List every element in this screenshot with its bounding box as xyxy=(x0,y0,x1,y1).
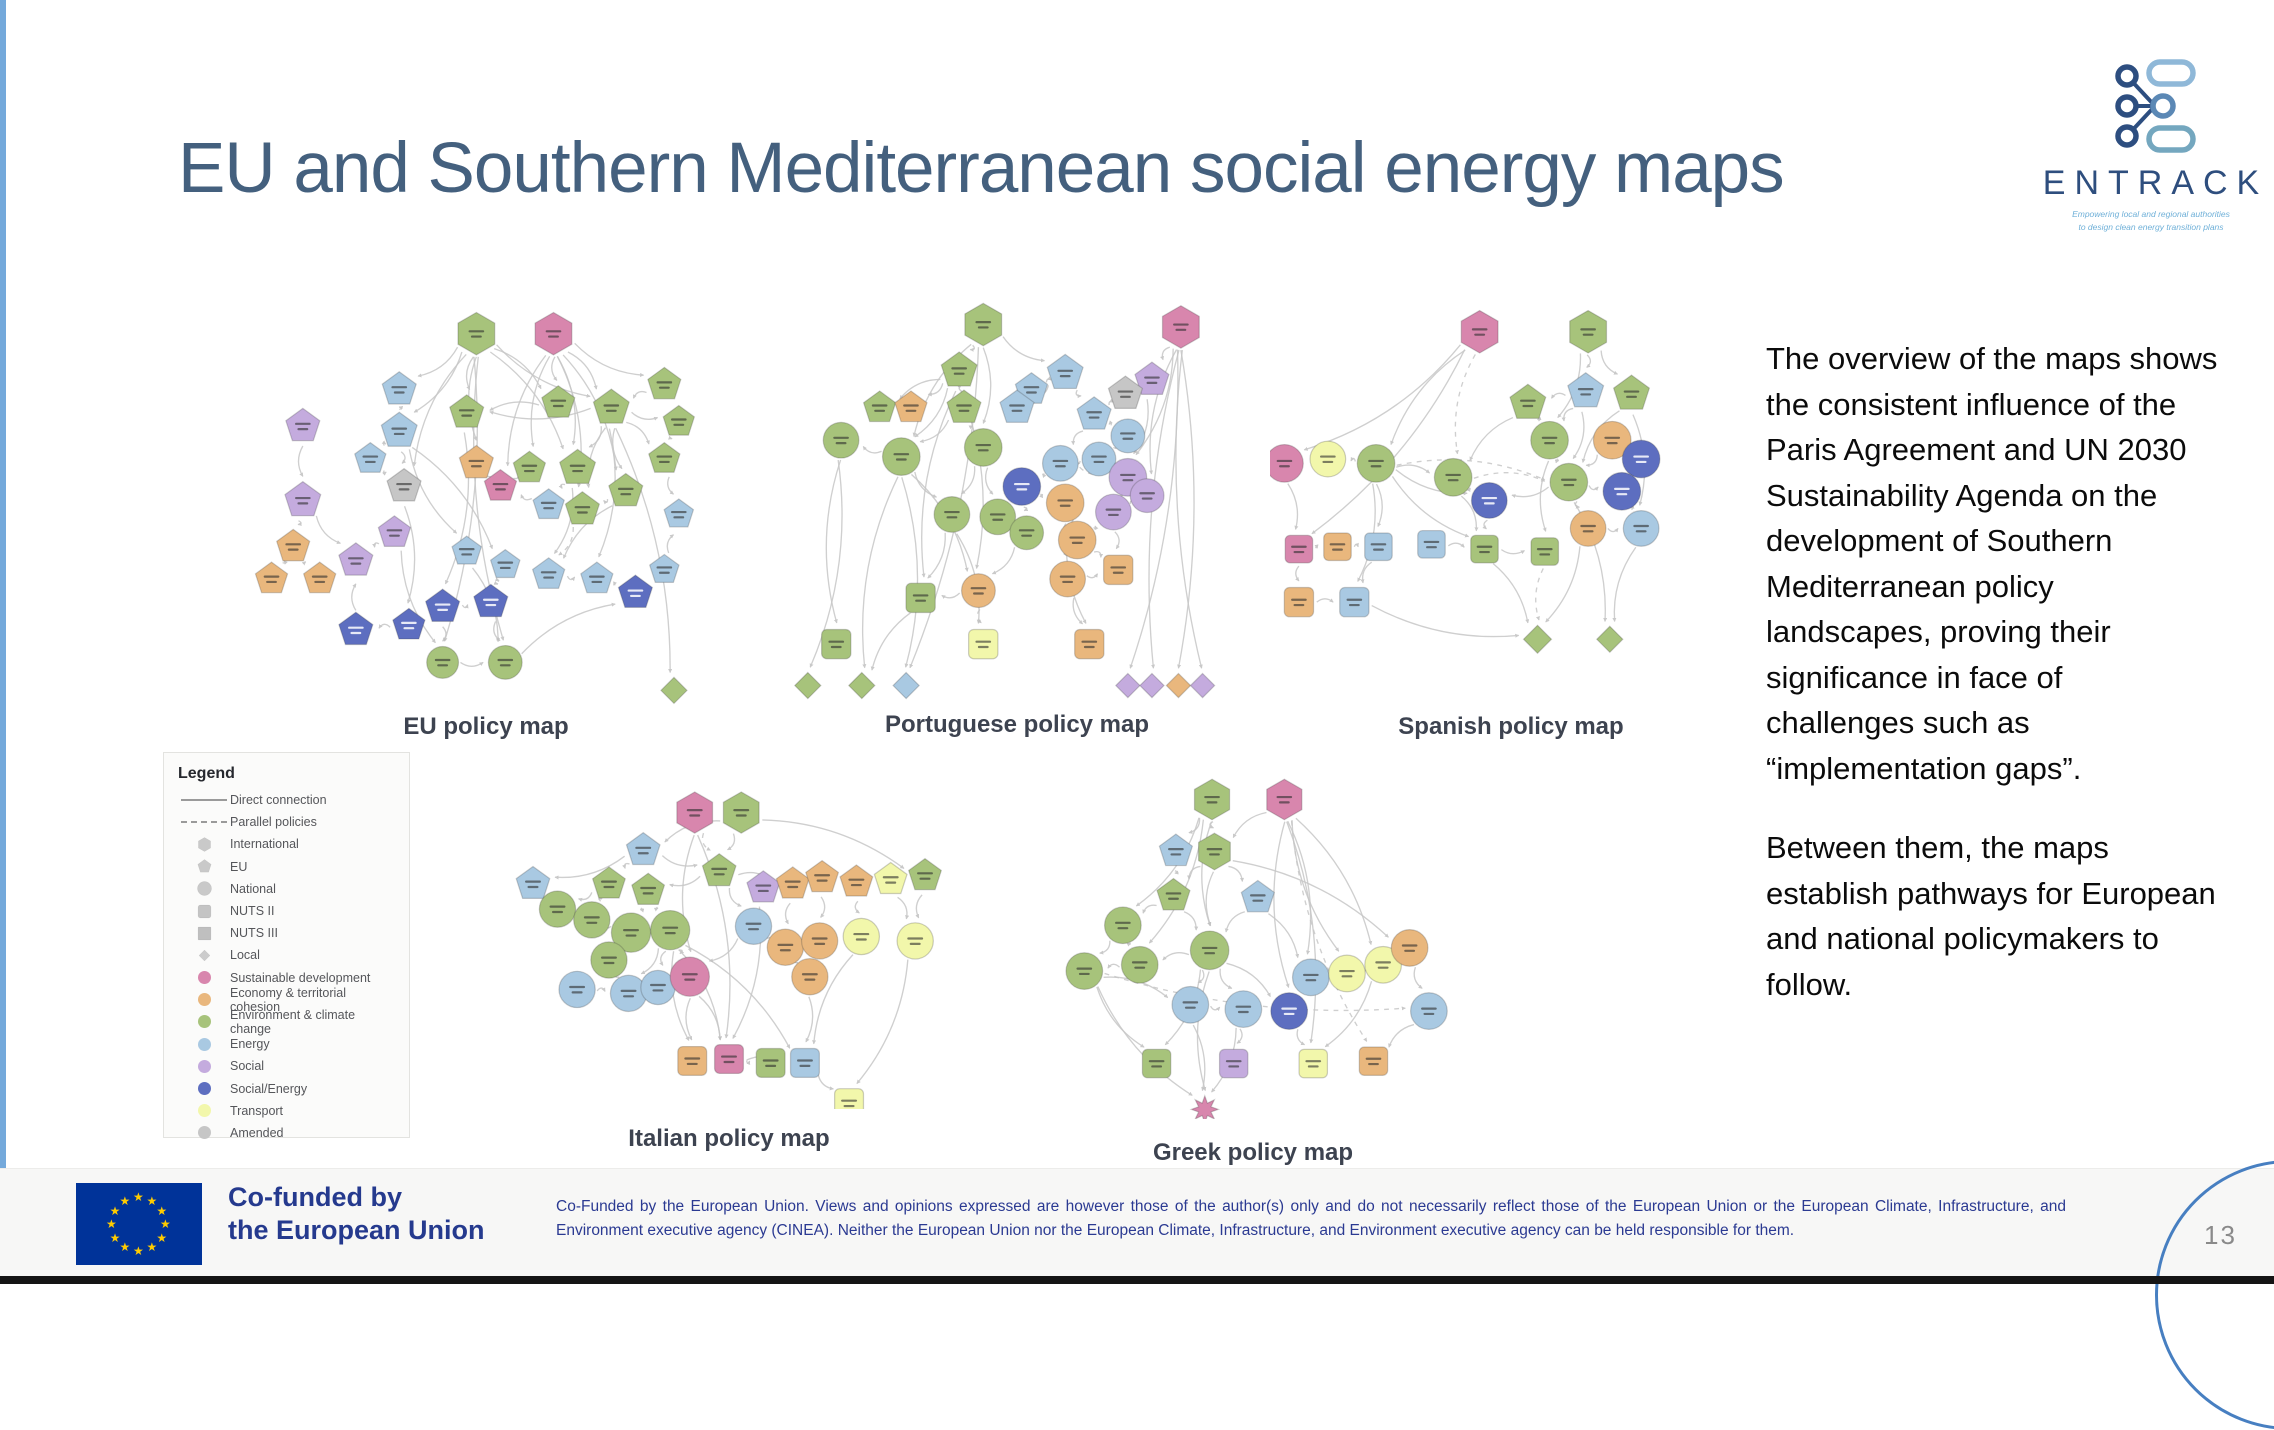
es-policy-map: Spanish policy map xyxy=(1270,292,1752,741)
eu-flag-star: ★ xyxy=(133,1191,144,1203)
legend-item-parallel-policies: Parallel policies xyxy=(178,811,399,833)
legend-item-direct-connection-label: Direct connection xyxy=(230,793,327,807)
pt-map-caption: Portuguese policy map xyxy=(776,711,1258,739)
legend-item-national-swatch xyxy=(178,880,230,897)
legend-item-social-energy: Social/Energy xyxy=(178,1077,399,1099)
eu-policy-map: EU policy map xyxy=(245,292,727,741)
gr-policy-map-graph xyxy=(1012,772,1494,1119)
eu-flag-star: ★ xyxy=(156,1232,167,1244)
legend-item-energy-swatch xyxy=(178,1038,230,1051)
entrack-logo-icon xyxy=(2103,58,2199,158)
page-number: 13 xyxy=(2204,1220,2237,1251)
legend-item-local: Local xyxy=(178,944,399,966)
legend-item-nuts-iii-swatch xyxy=(178,925,230,942)
legend-item-social-energy-label: Social/Energy xyxy=(230,1082,307,1096)
legend-item-international-swatch xyxy=(178,836,230,853)
legend-item-local-swatch xyxy=(178,947,230,964)
legend-item-eu-swatch xyxy=(178,858,230,875)
it-map-caption: Italian policy map xyxy=(484,1125,974,1153)
bottom-edge-bar xyxy=(0,1276,2274,1284)
it-policy-map-graph xyxy=(484,766,974,1109)
legend-item-economy-territorial-cohesion-swatch xyxy=(178,993,230,1006)
legend-item-amended-swatch xyxy=(178,1126,230,1139)
eu-flag-star: ★ xyxy=(120,1241,131,1253)
eu-flag-star: ★ xyxy=(160,1218,171,1230)
legend-item-energy-label: Energy xyxy=(230,1037,270,1051)
legend-item-national: National xyxy=(178,878,399,900)
page-title: EU and Southern Mediterranean social ene… xyxy=(178,128,1784,209)
legend-item-eu: EU xyxy=(178,856,399,878)
entrack-logo-tagline: Empowering local and regional authoritie… xyxy=(2032,208,2270,234)
legend-item-parallel-policies-swatch xyxy=(178,821,230,823)
eu-flag-star: ★ xyxy=(110,1232,121,1244)
eu-policy-map-graph xyxy=(245,292,727,707)
es-policy-map-graph xyxy=(1270,292,1752,707)
legend-item-transport-label: Transport xyxy=(230,1104,283,1118)
legend-item-social-label: Social xyxy=(230,1059,264,1073)
eu-flag-star: ★ xyxy=(106,1218,117,1230)
legend-item-social-swatch xyxy=(178,1060,230,1073)
funding-disclaimer: Co-Funded by the European Union. Views a… xyxy=(556,1195,2066,1243)
legend-item-parallel-policies-label: Parallel policies xyxy=(230,815,317,829)
pt-policy-map-graph xyxy=(776,292,1258,707)
legend-item-nuts-ii: NUTS II xyxy=(178,900,399,922)
legend-item-national-label: National xyxy=(230,882,276,896)
legend-item-environment-climate-change: Environment & climate change xyxy=(178,1011,399,1033)
legend-item-nuts-iii: NUTS III xyxy=(178,922,399,944)
legend-title: Legend xyxy=(178,765,399,783)
legend-item-eu-label: EU xyxy=(230,860,247,874)
legend-item-amended-label: Amended xyxy=(230,1126,284,1140)
legend-item-nuts-ii-swatch xyxy=(178,903,230,920)
legend-item-local-label: Local xyxy=(230,948,260,962)
legend-item-sustainable-development-swatch xyxy=(178,971,230,984)
legend-panel: Legend Direct connection Parallel policie… xyxy=(163,752,410,1138)
left-accent-bar xyxy=(0,0,6,1276)
legend-item-nuts-iii-label: NUTS III xyxy=(230,926,278,940)
it-policy-map: Italian policy map xyxy=(484,766,974,1153)
gr-policy-map: Greek policy map xyxy=(1012,772,1494,1167)
legend-item-energy: Energy xyxy=(178,1033,399,1055)
summary-text-block: The overview of the maps shows the consi… xyxy=(1766,336,2218,1041)
summary-paragraph-2: Between them, the maps establish pathway… xyxy=(1766,825,2218,1007)
legend-item-environment-climate-change-label: Environment & climate change xyxy=(230,1008,399,1036)
legend-item-international: International xyxy=(178,833,399,855)
eu-flag-star: ★ xyxy=(133,1245,144,1257)
eu-map-caption: EU policy map xyxy=(245,713,727,741)
entrack-logo: ENTRACK Empowering local and regional au… xyxy=(2032,58,2270,234)
legend-item-amended: Amended xyxy=(178,1122,399,1144)
gr-map-caption: Greek policy map xyxy=(1012,1139,1494,1167)
cofunded-label: Co-funded by the European Union xyxy=(228,1181,485,1247)
legend-item-social-energy-swatch xyxy=(178,1082,230,1095)
legend-item-environment-climate-change-swatch xyxy=(178,1015,230,1028)
legend-item-social: Social xyxy=(178,1055,399,1077)
legend-item-transport: Transport xyxy=(178,1100,399,1122)
legend-item-transport-swatch xyxy=(178,1104,230,1117)
legend-item-nuts-ii-label: NUTS II xyxy=(230,904,274,918)
summary-paragraph-1: The overview of the maps shows the consi… xyxy=(1766,336,2218,791)
entrack-logo-name: ENTRACK xyxy=(2032,164,2270,203)
eu-flag-star: ★ xyxy=(156,1205,167,1217)
legend-item-direct-connection: Direct connection xyxy=(178,789,399,811)
eu-flag-star: ★ xyxy=(120,1195,131,1207)
es-map-caption: Spanish policy map xyxy=(1270,713,1752,741)
legend-item-sustainable-development-label: Sustainable development xyxy=(230,971,370,985)
legend-item-international-label: International xyxy=(230,837,299,851)
eu-flag: ★★★★★★★★★★★★ xyxy=(76,1183,202,1265)
eu-flag-star: ★ xyxy=(147,1241,158,1253)
pt-policy-map: Portuguese policy map xyxy=(776,292,1258,739)
legend-items: Direct connection Parallel policies Intern… xyxy=(178,789,399,1144)
legend-item-direct-connection-swatch xyxy=(178,799,230,801)
footer: ★★★★★★★★★★★★ Co-funded by the European U… xyxy=(0,1168,2274,1276)
